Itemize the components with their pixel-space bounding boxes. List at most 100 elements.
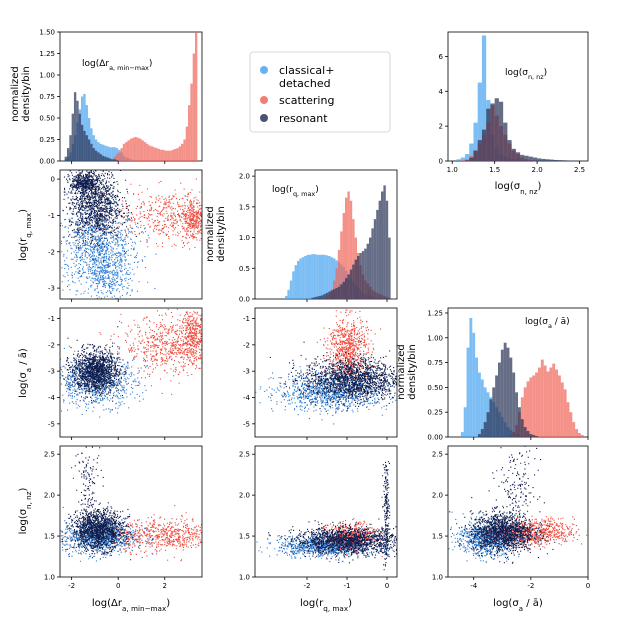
hist-bar-resonant — [376, 209, 379, 299]
sa-hist-ylabel-line1: normalized — [396, 344, 407, 400]
rq-ylabel-base: log(r — [18, 237, 29, 261]
hist-bar-resonant — [507, 140, 512, 161]
hist-bar-classical — [477, 82, 482, 161]
legend-box — [249, 51, 391, 133]
rq-hist-ylabel-line2: density/bin — [216, 206, 227, 262]
hist-bar-resonant — [473, 150, 478, 161]
hist-bar-scattering — [552, 363, 556, 437]
dr-hist-ylabel-line1: normalized — [10, 66, 21, 122]
hist-bar-scattering — [136, 137, 140, 161]
hist-bar-resonant — [97, 152, 100, 161]
hist-bar-classical — [285, 295, 288, 299]
hist-bar-resonant — [388, 237, 391, 299]
scatter-sn-rq-ytick-label: 1.0 — [239, 574, 250, 582]
hist-bar-resonant — [325, 292, 329, 299]
hist-bar-scattering — [337, 249, 341, 299]
hist-bar-resonant — [85, 135, 88, 161]
hist-bar-scattering — [153, 147, 156, 161]
rq-xlabel: log(rq, max) — [300, 598, 352, 613]
hist-sn-ytick-label: 6 — [439, 53, 444, 61]
scatter-sn-dr-ytick-label: 1.5 — [44, 533, 55, 541]
scatter-sn-dr-ytick-label: 2.5 — [44, 451, 55, 459]
hist-bar-resonant — [106, 157, 109, 161]
scatter-cluster-resonant — [269, 341, 397, 412]
hist-sa-title: log(σa / ā) — [525, 317, 570, 330]
hist-bar-resonant — [529, 434, 533, 437]
hist-sa-ytick-label: 0.00 — [427, 434, 443, 442]
hist-dr-title: log(Δra, min−max) — [82, 59, 152, 72]
scatter-cluster-scattering — [89, 505, 202, 562]
rq-hist-ylabel-line1: normalized — [205, 206, 216, 262]
scatter-rq-dr-ytick-label: -2 — [48, 248, 55, 256]
sn-ylabel-base: log(σ — [18, 508, 29, 534]
hist-rq-title-base: log(r — [272, 185, 293, 195]
hist-bar-scattering — [349, 200, 353, 299]
hist-bar-scattering — [185, 126, 189, 161]
hist-bar-scattering — [192, 53, 196, 161]
sn-xlabel-base: log(σ — [495, 181, 521, 192]
hist-bar-resonant — [342, 281, 345, 299]
scatter-sa-dr-ytick-label: -3 — [48, 368, 55, 376]
hist-bar-resonant — [500, 349, 504, 437]
hist-bar-resonant — [335, 287, 338, 299]
hist-bar-resonant — [333, 289, 336, 299]
scatter-sa-rq-ytick-label: -5 — [243, 420, 250, 428]
hist-bar-scattering — [127, 140, 130, 161]
hist-bar-resonant — [113, 159, 116, 161]
hist-bar-scattering — [190, 83, 193, 161]
hist-bar-resonant — [545, 159, 550, 161]
rq-xlabel-tail: ) — [348, 598, 352, 609]
hist-bar-classical — [469, 317, 473, 437]
hist-bar-resonant — [495, 375, 498, 437]
hist-bar-scattering — [188, 105, 191, 161]
scatter-sn-dr-xtick-label: 2 — [163, 582, 167, 590]
sn-xlabel-sub: n, nz — [520, 187, 538, 196]
hist-bar-classical — [463, 407, 467, 437]
hist-bar-resonant — [512, 372, 516, 437]
hist-sn-ytick-label: 0 — [439, 158, 443, 166]
hist-sa: 0.00 0.25 0.50 0.75 1.00 1.25 log(σa / ā) — [427, 307, 589, 442]
hist-bar-classical — [304, 256, 307, 299]
hist-bar-scattering — [148, 145, 151, 161]
scatter-cluster-resonant — [60, 326, 135, 404]
hist-rq-title-sub: q, max — [293, 190, 315, 198]
legend-label-scattering: scattering — [279, 94, 334, 107]
hist-bar-resonant — [528, 156, 533, 161]
hist-bar-resonant — [340, 284, 343, 299]
hist-bar-scattering — [120, 148, 123, 161]
dr-xlabel-sub: a, min−max — [122, 604, 167, 613]
scatter-rq-dr-frame — [59, 169, 203, 300]
hist-bar-scattering — [164, 150, 168, 161]
hist-bar-resonant — [486, 108, 491, 161]
hist-bar-classical — [330, 257, 333, 299]
hist-bar-classical — [313, 254, 317, 299]
hist-bar-classical — [321, 254, 324, 299]
scatter-sa-dr: -1 -2 -3 -4 -5 — [48, 307, 203, 440]
scatter-sn-sa-ytick-label: 1.5 — [432, 533, 443, 541]
scatter-sn-rq-frame — [254, 445, 398, 578]
sa-xlabel-tail: / ā) — [523, 598, 543, 609]
hist-bar-resonant — [115, 160, 119, 161]
hist-bar-resonant — [111, 159, 114, 161]
hist-bar-scattering — [162, 149, 165, 161]
hist-bar-scattering — [549, 367, 553, 437]
hist-sa-ytick-label: 1.00 — [427, 334, 443, 342]
hist-bar-resonant — [369, 237, 372, 299]
hist-bar-scattering — [572, 422, 576, 437]
hist-bar-resonant — [532, 435, 536, 437]
hist-bar-scattering — [176, 148, 179, 161]
hist-dr-ytick-label: 0.75 — [39, 93, 55, 101]
scatter-sn-dr-xtick-label: 0 — [116, 582, 120, 590]
hist-bar-resonant — [366, 243, 369, 299]
scatter-rq-dr-ytick-label: 0 — [51, 176, 55, 184]
hist-bar-resonant — [73, 92, 77, 161]
scatter-sn-sa-xtick-label: -2 — [527, 582, 534, 590]
scatter-cluster-classical — [448, 502, 534, 562]
hist-bar-resonant — [469, 157, 474, 161]
hist-bar-scattering — [132, 137, 135, 161]
hist-bar-resonant — [509, 357, 513, 437]
dr-hist-ylabel-line2: density/bin — [21, 66, 32, 122]
scatter-sn-dr-ytick-label: 2.0 — [44, 492, 55, 500]
hist-bar-scattering — [460, 160, 465, 161]
